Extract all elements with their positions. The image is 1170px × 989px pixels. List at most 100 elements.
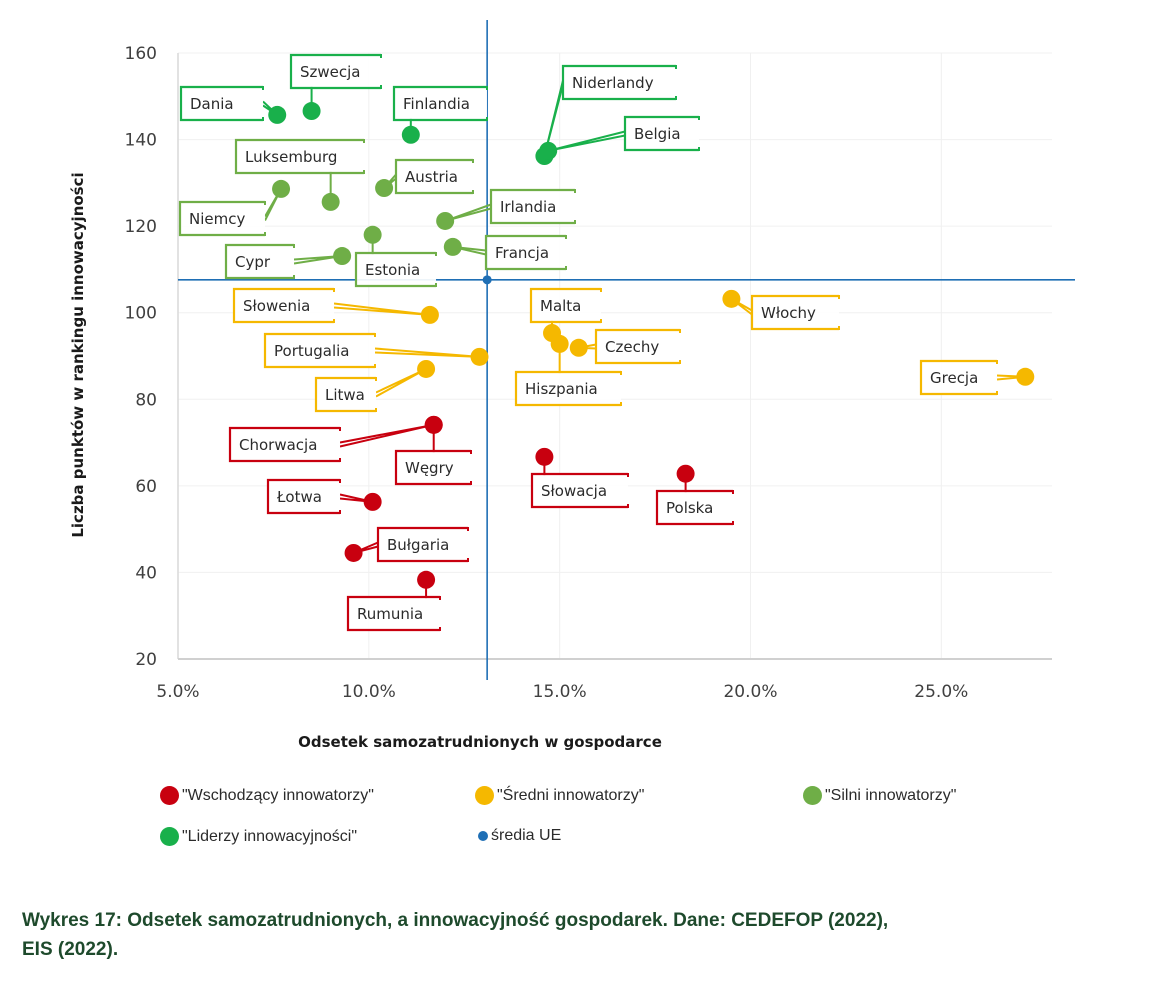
eu-mean-lines [178,20,1075,680]
x-tick-label: 15.0% [533,682,587,702]
data-point [424,415,443,434]
label-box [228,426,340,463]
data-point [375,179,394,198]
label-leader-line [374,347,480,358]
data-point [420,305,439,324]
y-tick-label: 160 [125,44,157,64]
label-box [376,526,468,563]
label-box [489,188,575,225]
data-label: Słowacja [541,482,607,500]
label-box [354,251,436,288]
x-tick-label: 5.0% [156,682,199,702]
y-tick-label: 20 [135,650,157,670]
data-point [550,334,569,353]
label-box [234,138,364,175]
label-box [394,158,473,195]
label-box [392,85,487,122]
data-point [302,102,321,121]
x-axis-title: Odsetek samozatrudnionych w gospodarce [298,733,662,751]
y-axis-title: Liczba punktów w rankingu innowacyjności [69,172,87,537]
label-box [919,359,997,396]
data-label: Czechy [605,338,659,356]
data-point [417,359,436,378]
legend-item-leaders: "Liderzy innowacyjności" [160,827,357,846]
data-point [272,179,291,198]
label-box [561,64,676,101]
data-point [363,225,382,244]
data-label: Francja [495,244,549,262]
legend-label: "Silni innowatorzy" [825,786,957,804]
data-point [363,492,382,511]
data-labels: Chorwacja Węgry Łotwa Bułgaria Rumunia Słowac… [178,53,998,632]
legend-label: "Wschodzący innowatorzy" [182,786,374,804]
eu-mean-point [482,275,492,285]
label-box [224,243,294,280]
data-label: Portugalia [274,342,349,360]
data-label: Estonia [365,261,420,279]
label-leader-line [547,130,626,152]
legend-marker-green-icon [160,827,179,846]
data-label: Grecja [930,369,978,387]
label-leader-line [333,302,431,316]
y-tick-label: 60 [135,477,157,497]
label-box [394,449,471,486]
data-label: Słowenia [243,297,310,315]
label-box [179,85,263,122]
label-box [484,234,566,271]
data-label: Łotwa [276,488,322,506]
data-label: Niemcy [189,210,245,228]
y-tick-label: 40 [135,563,157,583]
caption-line-1: Wykres 17: Odsetek samozatrudnionych, a … [22,910,889,931]
legend-marker-yellow-icon [475,786,494,805]
data-label: Węgry [405,459,454,477]
data-label: Luksemburg [245,148,337,166]
legend-marker-blue-icon [478,831,488,841]
data-point [401,125,420,144]
y-tick-label: 80 [135,390,157,410]
label-box [289,53,381,90]
label-box [232,287,334,324]
x-tick-label: 25.0% [914,682,968,702]
label-box [314,376,376,413]
data-label: Malta [540,297,581,315]
label-leader-line [375,368,427,398]
label-box [266,478,340,515]
legend-label: "Liderzy innowacyjności" [182,827,357,845]
legend-marker-lightgreen-icon [803,786,822,805]
label-box [346,595,440,632]
data-point [268,105,287,124]
data-point [1016,367,1035,386]
data-label: Bułgaria [387,536,449,554]
data-label: Szwecja [300,63,361,81]
y-tick-label: 100 [125,304,157,324]
label-box [594,328,680,365]
data-point [676,464,695,483]
data-label: Chorwacja [239,436,317,454]
label-box [263,332,375,369]
label-box [178,200,265,237]
data-point [436,211,455,230]
axes: 20 40 60 80 100 120 140 160 5.0% 10.0% 15.0% 20.0% 2… [125,44,1052,702]
label-box [529,287,601,324]
data-label: Polska [666,499,713,517]
data-point [535,447,554,466]
figure-caption: Wykres 17: Odsetek samozatrudnionych, a … [22,906,1132,964]
data-point [722,289,741,308]
legend-item-emerging: "Wschodzący innowatorzy" [160,786,374,805]
data-point [569,338,588,357]
data-label: Belgia [634,125,681,143]
data-point [539,141,558,160]
caption-line-2: EIS (2022). [22,939,119,960]
legend-item-strong: "Silni innowatorzy" [803,786,956,805]
scatter-chart: 20 40 60 80 100 120 140 160 5.0% 10.0% 15.0% 20.0% 2… [69,20,1075,751]
label-box [750,294,839,331]
label-box [623,115,699,152]
data-label: Włochy [761,304,816,322]
label-box [655,489,733,526]
label-box [514,370,621,407]
data-label: Cypr [235,253,271,271]
data-label: Litwa [325,386,365,404]
data-point [417,570,436,589]
data-point [443,237,462,256]
y-tick-label: 140 [125,131,157,151]
